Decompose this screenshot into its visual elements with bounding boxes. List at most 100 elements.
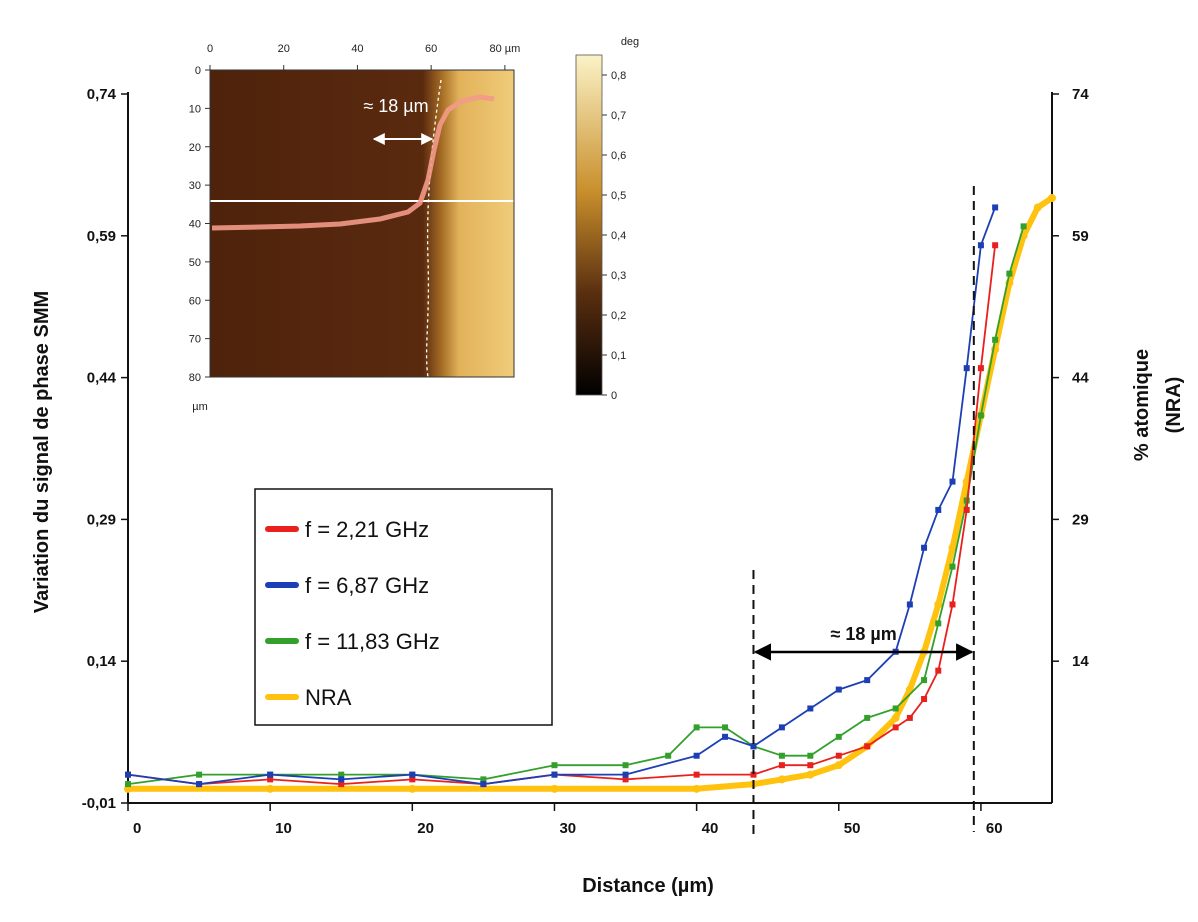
series-point — [864, 743, 871, 750]
series-point — [806, 770, 815, 779]
inset-boundary-line — [425, 79, 442, 378]
series-point — [622, 771, 629, 778]
legend-label: f = 11,83 GHz — [305, 629, 440, 654]
series-point — [665, 752, 672, 759]
legend: f = 2,21 GHz f = 6,87 GHz f = 11,83 GHz NRA — [254, 488, 553, 726]
series-point — [992, 204, 999, 211]
series-point — [778, 724, 785, 731]
inset-colorbar-tick-label: 0,1 — [611, 350, 626, 362]
series-point — [921, 544, 928, 551]
series-point — [550, 784, 559, 793]
series-point — [1020, 223, 1027, 230]
series-point — [622, 762, 629, 769]
range-annotation: ≈ 18 µm — [752, 186, 975, 840]
legend-label: NRA — [305, 685, 352, 710]
series-point — [807, 705, 814, 712]
x-tick-label: 30 — [559, 820, 576, 837]
inset-colorbar-tick-label: 0 — [611, 390, 617, 402]
series-point — [622, 776, 629, 783]
series-point — [906, 714, 913, 721]
series-point — [778, 762, 785, 769]
inset-x-tick-label: 80 µm — [489, 43, 520, 55]
series-line-f-2-21-ghz — [127, 244, 996, 785]
series-point — [906, 601, 913, 608]
series-point — [807, 762, 814, 769]
inset-y-tick-label: 10 — [189, 103, 201, 115]
series-point — [977, 365, 984, 372]
series-point — [1006, 270, 1013, 277]
series-point — [921, 696, 928, 703]
series-point — [693, 771, 700, 778]
inset-colorbar-tick-label: 0,7 — [611, 110, 626, 122]
series-point — [722, 724, 729, 731]
x-tick-label: 50 — [844, 820, 861, 837]
inset-y-ticks: 0 10 20 30 40 50 60 70 80 — [189, 65, 210, 384]
y-right-tick-label: 14 — [1072, 653, 1089, 670]
series-point — [992, 242, 999, 249]
series-point — [892, 705, 899, 712]
series-point — [196, 771, 203, 778]
y-left-tick-label: 0,59 — [87, 228, 116, 245]
series-point — [408, 784, 417, 793]
y-axis-right-title-line2: (NRA) — [1163, 377, 1185, 434]
series-point — [777, 775, 786, 784]
y-ticks-left: 0,74 0,59 0,44 0,29 0,14 -0,01 — [82, 86, 128, 812]
series-point — [338, 771, 345, 778]
legend-box — [254, 488, 553, 726]
series-point — [267, 771, 274, 778]
series-point — [977, 412, 984, 419]
inset-colorbar-tick-label: 0,6 — [611, 150, 626, 162]
series-point — [480, 781, 487, 788]
y-left-tick-label: 0,44 — [87, 370, 117, 387]
series-point — [338, 776, 345, 783]
series-point — [1048, 193, 1056, 202]
series-point — [949, 478, 956, 485]
series-point — [125, 771, 131, 778]
y-left-tick-label: 0,74 — [87, 86, 117, 103]
y-right-tick-label: 29 — [1072, 511, 1089, 528]
series-point — [963, 365, 970, 372]
y-right-tick-label: 74 — [1072, 86, 1089, 103]
series-layer — [124, 193, 1056, 793]
series-point — [196, 781, 203, 788]
series-point — [892, 724, 899, 731]
inset-colorbar-tick-label: 0,8 — [611, 70, 626, 82]
inset-y-tick-label: 0 — [195, 65, 201, 77]
y-left-tick-label: 0,29 — [87, 511, 116, 528]
y-right-tick-label: 59 — [1072, 228, 1089, 245]
series-point — [722, 733, 729, 740]
series-point — [338, 781, 345, 788]
axes — [127, 92, 1053, 804]
series-point — [864, 714, 871, 721]
series-point — [750, 743, 757, 750]
inset-x-tick-label: 60 — [425, 43, 437, 55]
series-point — [934, 600, 943, 609]
inset-profile-curve — [211, 94, 495, 231]
series-point — [949, 601, 956, 608]
series-point — [750, 771, 757, 778]
inset-colorbar — [575, 54, 603, 396]
inset-colorbar-tick-label: 0,3 — [611, 270, 626, 282]
series-point — [409, 776, 416, 783]
legend-label: f = 2,21 GHz — [305, 517, 429, 542]
x-tick-label: 60 — [986, 820, 1003, 837]
series-point — [551, 762, 558, 769]
series-point — [807, 752, 814, 759]
series-point — [835, 686, 842, 693]
series-point — [963, 497, 970, 504]
series-point — [1033, 203, 1042, 212]
series-point — [693, 724, 700, 731]
y-ticks-right: 74 59 44 29 14 — [1052, 86, 1089, 670]
series-point — [834, 761, 843, 770]
inset-y-unit: µm — [192, 401, 208, 413]
y-axis-left-title: Variation du signal de phase SMM — [31, 291, 53, 613]
inset-x-tick-label: 0 — [207, 43, 213, 55]
y-left-tick-label: -0,01 — [82, 795, 116, 812]
series-point — [125, 781, 131, 788]
series-point — [778, 752, 785, 759]
x-tick-label: 40 — [702, 820, 719, 837]
inset-range-label: ≈ 18 µm — [363, 96, 428, 116]
inset-y-tick-label: 60 — [189, 295, 201, 307]
series-point — [835, 752, 842, 759]
